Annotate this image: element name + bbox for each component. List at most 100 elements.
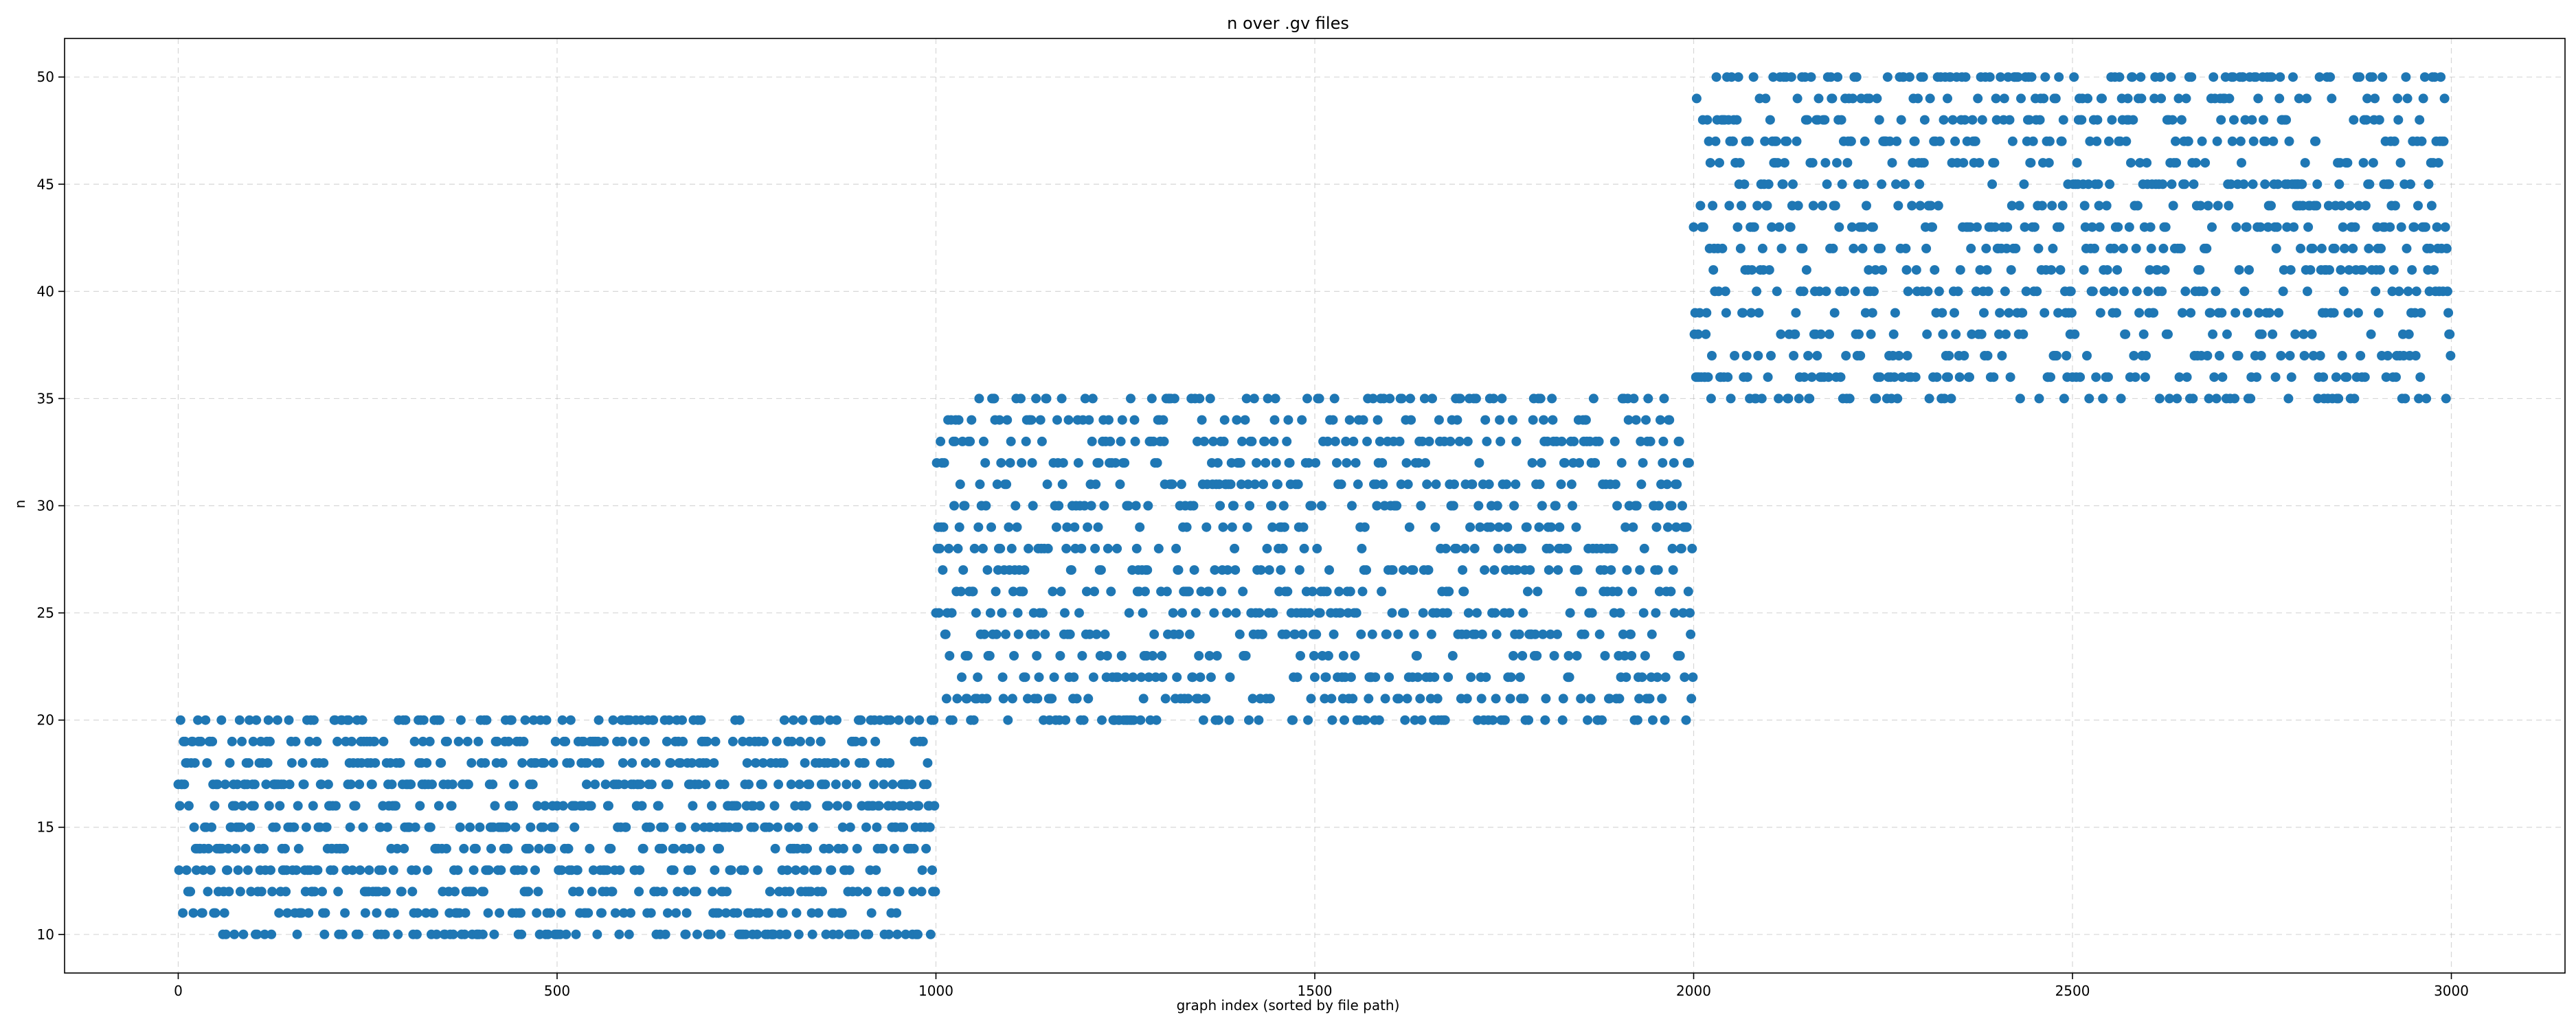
data-point: [1960, 115, 1970, 125]
data-point: [1034, 672, 1044, 683]
data-point: [1537, 501, 1547, 511]
data-point: [1229, 501, 1239, 511]
data-point: [1594, 629, 1605, 639]
data-point: [2093, 179, 2103, 190]
data-point: [2439, 93, 2450, 104]
data-point: [1979, 308, 1989, 318]
data-point: [2013, 72, 2023, 82]
data-point: [1449, 479, 1459, 490]
data-point: [1791, 308, 1801, 318]
data-point: [888, 801, 899, 811]
data-point: [945, 651, 955, 661]
data-point: [992, 479, 1002, 490]
data-point: [504, 736, 514, 746]
data-point: [1353, 479, 1363, 490]
data-point: [1511, 479, 1521, 490]
data-point: [2091, 372, 2101, 382]
data-point: [588, 865, 598, 876]
data-point: [519, 736, 529, 746]
data-point: [1413, 672, 1423, 683]
data-point: [1981, 243, 1991, 253]
data-point: [1397, 393, 1407, 404]
data-point: [662, 736, 672, 746]
data-point: [1117, 415, 1127, 425]
data-point: [866, 908, 877, 918]
data-point: [1169, 393, 1179, 404]
data-point: [1548, 415, 1558, 425]
data-point: [949, 501, 959, 511]
data-point: [1763, 372, 1773, 382]
data-point: [2100, 286, 2110, 297]
data-point: [2307, 243, 2318, 253]
data-point: [354, 929, 363, 939]
data-point: [1367, 629, 1377, 639]
data-point: [1041, 393, 1052, 404]
data-point: [1546, 522, 1557, 532]
data-point: [751, 758, 760, 768]
data-point: [275, 801, 285, 811]
data-point: [510, 822, 521, 832]
data-point: [545, 908, 555, 918]
data-point: [922, 779, 932, 790]
data-point: [1924, 393, 1934, 404]
data-point: [1123, 501, 1133, 511]
data-point: [1158, 415, 1168, 425]
data-point: [1380, 694, 1390, 704]
data-point: [2348, 243, 2358, 253]
data-point: [2334, 393, 2344, 404]
data-point: [2228, 72, 2238, 82]
data-point: [1902, 351, 1912, 360]
data-point: [1803, 351, 1814, 360]
data-point: [713, 908, 723, 918]
data-point: [282, 908, 293, 918]
data-point: [561, 736, 571, 746]
data-point: [1152, 458, 1162, 468]
data-point: [1268, 608, 1278, 618]
data-point: [246, 886, 256, 897]
data-point: [1006, 436, 1016, 446]
data-point: [1370, 672, 1381, 683]
data-point: [1079, 501, 1089, 511]
data-point: [251, 715, 262, 725]
data-point: [1728, 136, 1738, 146]
data-point: [1653, 565, 1663, 575]
data-point: [1322, 586, 1332, 597]
data-point: [1933, 201, 1943, 211]
data-point: [2018, 329, 2029, 339]
data-point: [1608, 543, 1618, 553]
data-point: [312, 736, 322, 746]
data-point: [1776, 329, 1786, 339]
data-point: [1231, 608, 1241, 618]
data-point: [1489, 565, 1500, 575]
data-point: [2047, 201, 2057, 211]
data-point: [599, 736, 609, 746]
data-point: [2275, 72, 2285, 82]
data-point: [462, 736, 473, 746]
data-point: [1675, 651, 1685, 661]
data-point: [2143, 286, 2154, 297]
data-point: [1890, 308, 1900, 318]
data-point: [1820, 158, 1831, 168]
data-point: [435, 715, 444, 725]
data-point: [2040, 72, 2050, 82]
data-point: [2034, 393, 2044, 404]
data-point: [894, 715, 904, 725]
data-point: [690, 822, 701, 832]
data-point: [2024, 115, 2035, 125]
data-point: [1850, 286, 1860, 297]
data-point: [1327, 715, 1337, 725]
data-point: [2360, 372, 2370, 382]
data-point: [980, 458, 991, 468]
data-point: [1057, 393, 1067, 404]
data-point: [1309, 651, 1319, 661]
data-point: [969, 543, 980, 553]
data-point: [1113, 672, 1123, 683]
data-point: [1322, 436, 1333, 446]
data-point: [1704, 136, 1714, 146]
data-point: [245, 715, 255, 725]
data-point: [387, 779, 397, 790]
data-point: [727, 736, 738, 746]
data-point: [232, 779, 242, 790]
data-point: [2211, 393, 2222, 404]
data-point: [1735, 158, 1745, 168]
